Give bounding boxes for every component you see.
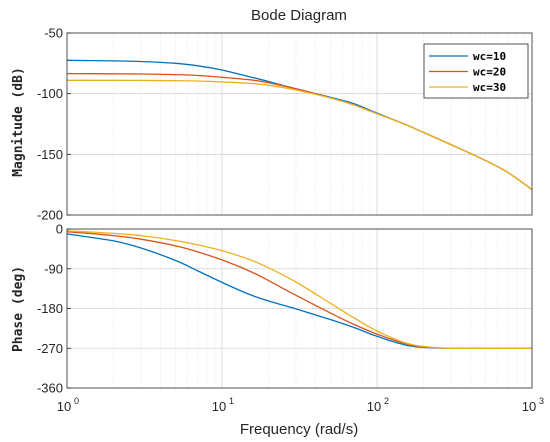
magnitude-y-tick-label: -150 <box>37 147 63 162</box>
x-tick-label-base: 10 <box>367 399 381 414</box>
x-tick-label-exponent: 3 <box>539 396 544 406</box>
phase-series-wc-10 <box>66 233 532 349</box>
phase-y-tick-label: -180 <box>37 301 63 316</box>
magnitude-y-label: Magnitude (dB) <box>11 67 26 177</box>
x-tick-label-base: 10 <box>57 399 71 414</box>
x-tick-label-base: 10 <box>212 399 226 414</box>
frequency-x-ticks: 10 0 10 1 10 2 10 3 <box>57 396 544 414</box>
phase-y-tick-label: -360 <box>37 381 63 396</box>
legend-entry-label: wc=10 <box>473 50 506 63</box>
x-tick-label-exponent: 2 <box>384 396 389 406</box>
phase-y-tick-label: -90 <box>44 261 63 276</box>
magnitude-series-wc-30 <box>67 79 533 191</box>
magnitude-y-tick-label: -200 <box>37 208 63 223</box>
x-tick-label-exponent: 0 <box>74 396 79 406</box>
phase-series-wc-20 <box>66 231 532 350</box>
frequency-x-label: Frequency (rad/s) <box>240 421 358 438</box>
legend-entry-label: wc=20 <box>473 66 506 79</box>
phase-y-label: Phase (deg) <box>11 266 26 352</box>
magnitude-grid <box>67 33 532 215</box>
x-tick-label-base: 10 <box>522 399 536 414</box>
phase-panel: 0-90-180-270-360 10 0 10 1 10 2 10 3 Phase (deg… <box>11 222 544 439</box>
magnitude-panel: -50 -100 -150 -200 Magnitude (dB) wc=10 wc=2… <box>11 26 533 223</box>
phase-y-tick-label: 0 <box>56 222 63 237</box>
magnitude-axes-frame <box>66 32 533 216</box>
magnitude-curves <box>66 59 533 191</box>
phase-curves <box>66 230 532 350</box>
phase-y-tick-label: -270 <box>37 341 63 356</box>
phase-grid <box>67 229 532 388</box>
chart-title: Bode Diagram <box>251 7 347 24</box>
legend-entry-label: wc=30 <box>473 81 506 94</box>
phase-y-ticks: 0 -90 -180 -270 -360 <box>37 222 71 396</box>
legend: wc=10 wc=20 wc=30 <box>423 43 529 99</box>
x-tick-label-exponent: 1 <box>229 396 234 406</box>
magnitude-y-tick-label: -100 <box>37 86 63 101</box>
phase-series-wc-30 <box>66 230 532 350</box>
magnitude-y-ticks: -50 -100 -150 -200 <box>37 26 71 223</box>
magnitude-y-tick-label: -50 <box>44 26 63 41</box>
